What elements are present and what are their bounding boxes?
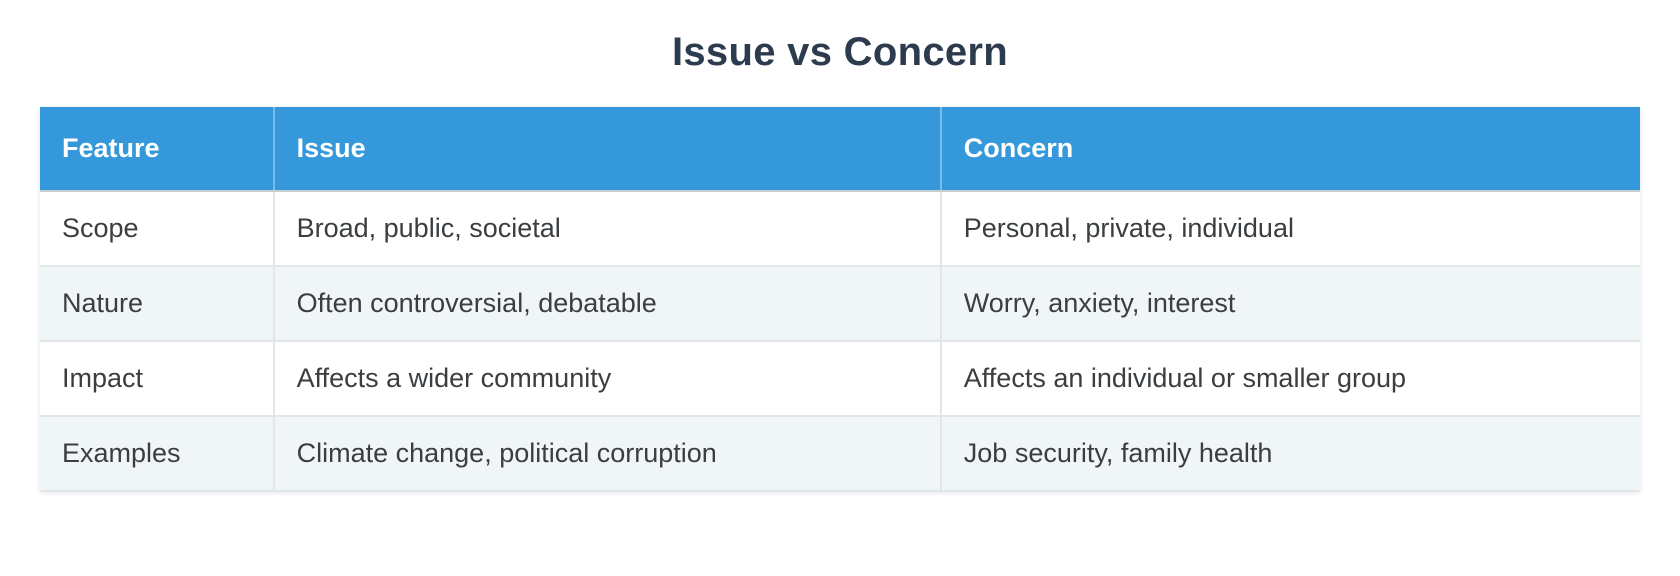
- column-header-issue: Issue: [272, 107, 941, 192]
- table-row-scope: Scope Broad, public, societal Personal, …: [40, 191, 1640, 267]
- table-row-examples: Examples Climate change, political corru…: [40, 416, 1640, 492]
- table-container: Feature Issue Concern Scope Broad, publi…: [40, 107, 1640, 492]
- cell-issue: Broad, public, societal: [272, 191, 941, 267]
- cell-issue: Climate change, political corruption: [272, 416, 941, 492]
- cell-feature: Scope: [40, 191, 274, 267]
- table-row-impact: Impact Affects a wider community Affects…: [40, 341, 1640, 417]
- cell-feature: Impact: [40, 341, 274, 417]
- cell-concern: Personal, private, individual: [939, 191, 1640, 267]
- cell-feature: Nature: [40, 266, 274, 342]
- cell-concern: Worry, anxiety, interest: [939, 266, 1640, 342]
- cell-concern: Affects an individual or smaller group: [939, 341, 1640, 417]
- comparison-table: Feature Issue Concern Scope Broad, publi…: [40, 107, 1640, 492]
- column-header-feature: Feature: [40, 107, 274, 192]
- table-body: Scope Broad, public, societal Personal, …: [40, 191, 1640, 492]
- table-header-row: Feature Issue Concern: [40, 107, 1640, 192]
- cell-issue: Affects a wider community: [272, 341, 941, 417]
- page-title: Issue vs Concern: [671, 30, 1009, 74]
- cell-issue: Often controversial, debatable: [272, 266, 941, 342]
- table-row-nature: Nature Often controversial, debatable Wo…: [40, 266, 1640, 342]
- table-header: Feature Issue Concern: [40, 107, 1640, 192]
- cell-concern: Job security, family health: [939, 416, 1640, 492]
- cell-feature: Examples: [40, 416, 274, 492]
- column-header-concern: Concern: [939, 107, 1640, 192]
